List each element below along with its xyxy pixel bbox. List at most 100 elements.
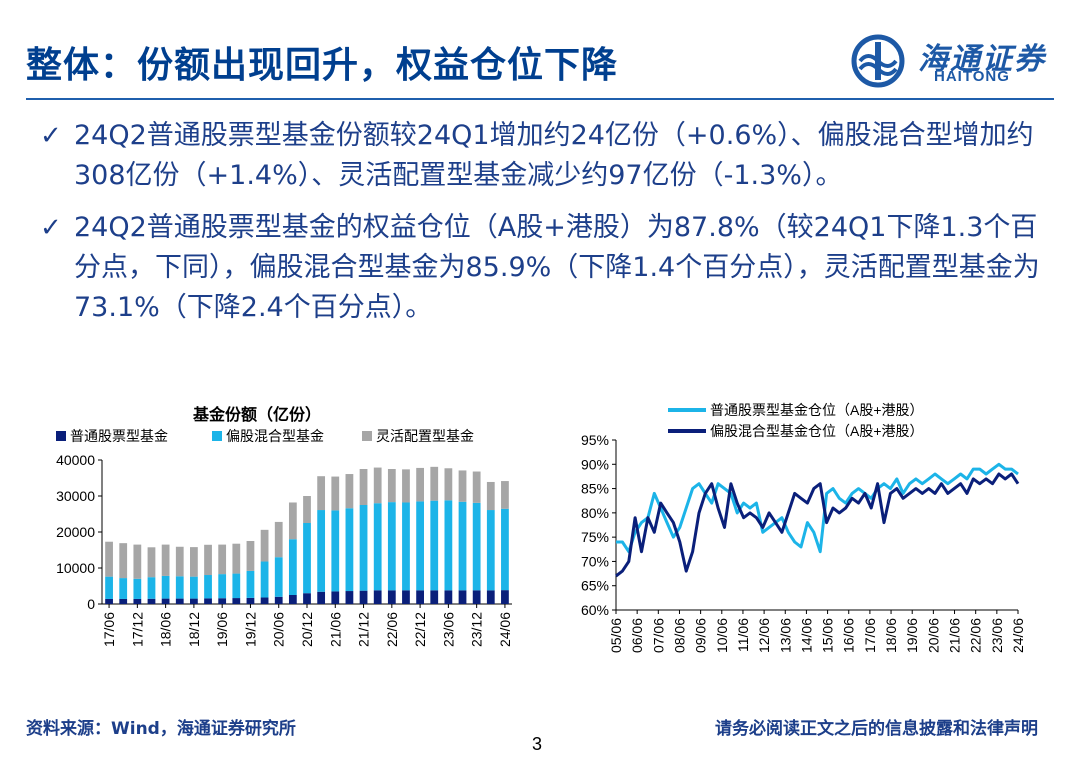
- bar-segment: [501, 508, 509, 591]
- bar-segment: [119, 598, 128, 604]
- bar-segment: [387, 469, 396, 503]
- bar-segment: [430, 590, 439, 604]
- bar-segment: [161, 598, 170, 604]
- bar-segment: [288, 539, 297, 595]
- equity-position-chart: 普通股票型基金仓位（A股+港股） 偏股混合型基金仓位（A股+港股） 60% 65% 70…: [556, 398, 1036, 693]
- bar-segment: [430, 500, 439, 591]
- x-tick-label: 19/06: [214, 612, 230, 647]
- y-tick-label: 65%: [581, 578, 609, 594]
- legend-swatch: [212, 431, 222, 441]
- bar-segment: [204, 598, 212, 604]
- x-tick-label: 11/06: [735, 618, 751, 652]
- bar-segment: [444, 590, 453, 604]
- y-tick-label: 95%: [581, 432, 609, 448]
- bar-segment: [416, 501, 424, 591]
- bar-segment: [458, 470, 467, 502]
- y-tick-label: 80%: [581, 505, 609, 521]
- x-tick-label: 22/06: [968, 618, 984, 653]
- x-tick-label: 20/06: [271, 612, 287, 647]
- y-tick-label: 20000: [56, 524, 95, 540]
- bar-segment: [190, 547, 198, 577]
- x-tick-label: 05/06: [608, 618, 624, 653]
- x-tick-label: 24/06: [1010, 618, 1026, 653]
- bar-segment: [232, 598, 241, 604]
- bar-segment: [246, 541, 255, 571]
- x-tick-label: 19/12: [242, 612, 258, 647]
- bar-segment: [303, 496, 311, 523]
- haitong-logo: 海通证券 HAITONG: [848, 34, 1048, 88]
- bar-segment: [472, 471, 481, 503]
- x-tick-label: 23/06: [989, 618, 1005, 653]
- bar-segment: [444, 500, 453, 591]
- bar-segment: [218, 598, 227, 604]
- legend-swatch: [362, 431, 372, 441]
- legend-label: 普通股票型基金: [70, 428, 168, 444]
- bar-segment: [105, 598, 113, 604]
- bar-segment: [260, 597, 269, 604]
- bar-segment: [232, 543, 241, 574]
- x-tick-label: 19/06: [904, 618, 920, 653]
- bar-segment: [430, 466, 439, 501]
- bullet-list: ✓ 24Q2普通股票型基金份额较24Q1增加约24亿份（+0.6%）、偏股混合型…: [40, 116, 1050, 340]
- bar-segment: [288, 595, 297, 604]
- bar-segment: [359, 590, 368, 604]
- x-tick-label: 16/06: [841, 618, 857, 653]
- bar-segment: [373, 467, 382, 504]
- x-tick-label: 21/12: [356, 612, 372, 647]
- x-tick-label: 23/12: [469, 612, 485, 647]
- bar-segment: [175, 598, 184, 604]
- x-tick-label: 21/06: [947, 618, 963, 653]
- bar-segment: [416, 590, 424, 604]
- checkmark-icon: ✓: [40, 213, 62, 243]
- bar-segment: [472, 590, 481, 604]
- bar-segment: [260, 529, 269, 562]
- bar-segment: [175, 546, 184, 577]
- bar-segment: [218, 544, 227, 575]
- legend-label: 偏股混合型基金仓位（A股+港股）: [710, 423, 924, 439]
- bar-segment: [246, 570, 255, 598]
- bar-segment: [331, 510, 340, 592]
- x-tick-label: 22/12: [412, 612, 428, 647]
- bar-segment: [119, 578, 128, 599]
- title-divider: [26, 98, 1054, 100]
- bar-segment: [190, 598, 198, 604]
- bar-segment: [105, 541, 113, 577]
- x-tick-label: 17/06: [101, 612, 117, 647]
- bar-segment: [373, 590, 382, 604]
- bar-segment: [260, 561, 269, 598]
- bar-segment: [317, 476, 326, 511]
- bar-segment: [359, 505, 368, 591]
- bar-segment: [486, 510, 495, 591]
- series-line-hybrid-fund: [615, 472, 1020, 578]
- x-tick-label: 08/06: [671, 618, 687, 653]
- y-tick-label: 70%: [581, 553, 609, 569]
- bar-segment: [317, 510, 326, 592]
- bar-segment: [147, 577, 156, 599]
- x-tick-label: 23/06: [440, 612, 456, 647]
- bar-segment: [387, 502, 396, 591]
- bar-segment: [458, 590, 467, 604]
- bar-segment: [402, 502, 410, 591]
- bar-segment: [345, 508, 354, 592]
- x-tick-label: 10/06: [714, 618, 730, 653]
- y-tick-label: 60%: [581, 602, 609, 618]
- bar-segment: [317, 591, 326, 604]
- bar-segment: [501, 481, 509, 509]
- bar-segment: [175, 576, 184, 599]
- bar-segment: [402, 469, 410, 503]
- equity-position-chart-svg: 普通股票型基金仓位（A股+港股） 偏股混合型基金仓位（A股+港股） 60% 65% 70…: [581, 402, 1026, 653]
- y-tick-label: 10000: [56, 560, 95, 576]
- bar-segment: [147, 547, 156, 578]
- chart-title: 基金份额（亿份）: [192, 405, 321, 424]
- bar-segment: [161, 544, 170, 576]
- y-tick-label: 75%: [581, 529, 609, 545]
- bar-segment: [331, 476, 340, 511]
- logo-english-text: HAITONG: [934, 68, 1010, 85]
- bullet-text: 24Q2普通股票型基金的权益仓位（A股+港股）为87.8%（较24Q1下降1.3…: [74, 212, 1040, 323]
- x-tick-label: 18/06: [883, 618, 899, 653]
- x-tick-label: 15/06: [820, 618, 836, 653]
- x-tick-label: 14/06: [798, 618, 814, 653]
- y-tick-label: 0: [87, 596, 95, 612]
- y-tick-label: 30000: [56, 488, 95, 504]
- bar-segment: [303, 523, 311, 594]
